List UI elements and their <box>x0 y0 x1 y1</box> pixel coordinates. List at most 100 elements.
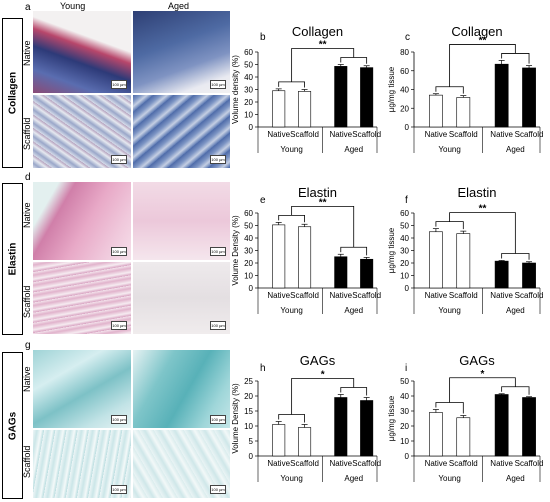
y-tick-label: 40 <box>244 73 253 82</box>
y-tick-label: 0 <box>249 123 254 132</box>
chart-title: Collagen <box>451 24 502 39</box>
y-tick-label: 20 <box>244 392 253 401</box>
bar <box>522 262 536 289</box>
elastin-aged-scaffold-micrograph: 100 µm <box>133 262 230 334</box>
y-tick-label: 0 <box>405 452 410 461</box>
x-tick-label: Scaffold <box>352 459 381 468</box>
y-axis-label: Volume Density (%) <box>231 383 240 454</box>
y-tick-label: 50 <box>400 377 409 386</box>
y-tick-label: 5 <box>249 437 254 446</box>
panel-letter-a: a <box>25 2 31 13</box>
chart-title: GAGs <box>459 353 495 368</box>
gags-young-scaffold-micrograph: 100 µm <box>33 430 131 498</box>
group-bracket <box>435 402 464 414</box>
bar <box>272 224 286 289</box>
scale-bar: 100 µm <box>210 155 226 164</box>
group-label: Young <box>280 474 302 483</box>
panel-letter-e: e <box>260 195 266 206</box>
group-label: Young <box>438 145 460 154</box>
y-tick-label: 20 <box>244 98 253 107</box>
x-tick-label: Scaffold <box>290 459 319 468</box>
bar <box>334 66 348 128</box>
section-label-collagen: Collagen <box>2 18 23 168</box>
bar <box>522 67 536 128</box>
bar <box>360 400 374 457</box>
y-tick-label: 20 <box>400 104 409 113</box>
collagen-young-scaffold-micrograph: 100 µm <box>33 95 131 168</box>
y-tick-label: 0 <box>249 284 254 293</box>
y-tick-label: 60 <box>400 209 409 218</box>
y-tick-label: 20 <box>244 259 253 268</box>
significance-marker: * <box>321 370 325 381</box>
panel-letter-d: d <box>25 172 31 183</box>
y-tick-label: 10 <box>400 437 409 446</box>
significance-bracket <box>449 44 516 87</box>
bar <box>360 258 374 289</box>
bar <box>494 63 509 128</box>
panel-letter-f: f <box>405 195 408 206</box>
gags-aged-native-micrograph: 100 µm <box>133 350 230 428</box>
scale-bar: 100 µm <box>210 80 226 89</box>
group-label: Aged <box>344 145 363 154</box>
group-bracket <box>435 221 464 230</box>
collagen-aged-native-micrograph: 100 µm <box>133 11 230 93</box>
y-axis-label: µg/mg tissue <box>387 66 396 112</box>
y-tick-label: 20 <box>400 259 409 268</box>
scale-bar: 100 µm <box>210 247 226 256</box>
y-tick-label: 0 <box>405 284 410 293</box>
y-tick-label: 30 <box>244 86 253 95</box>
x-tick-label: Scaffold <box>449 291 478 300</box>
group-label: Young <box>280 306 302 315</box>
x-tick-label: Scaffold <box>352 130 381 139</box>
scale-bar: 100 µm <box>210 415 226 424</box>
y-tick-label: 15 <box>244 407 253 416</box>
panel-letter-g: g <box>25 340 31 351</box>
y-tick-label: 40 <box>244 234 253 243</box>
y-tick-label: 20 <box>400 422 409 431</box>
gags-aged-scaffold-micrograph: 100 µm <box>133 430 230 498</box>
scale-bar: 100 µm <box>111 485 127 494</box>
bar <box>429 231 443 289</box>
significance-bracket <box>291 48 355 82</box>
collagen-young-native-micrograph: 100 µm <box>33 11 131 93</box>
group-bracket <box>501 53 530 64</box>
x-tick-label: Scaffold <box>449 130 478 139</box>
y-tick-label: 60 <box>244 209 253 218</box>
y-tick-label: 30 <box>244 247 253 256</box>
panel-letter-h: h <box>260 363 266 374</box>
column-header-young: Young <box>60 1 86 11</box>
group-label: Young <box>280 145 302 154</box>
x-tick-label: Native <box>490 459 513 468</box>
bar <box>334 256 348 289</box>
y-tick-label: 60 <box>244 48 253 57</box>
significance-bracket <box>291 205 355 248</box>
collagen-aged-scaffold-micrograph: 100 µm <box>133 95 230 168</box>
bar <box>429 94 443 128</box>
chart-title: GAGs <box>300 353 336 368</box>
y-tick-label: 25 <box>244 377 253 386</box>
x-tick-label: Native <box>425 459 448 468</box>
panel-letter-i: i <box>405 363 407 374</box>
group-label: Aged <box>506 306 525 315</box>
y-tick-label: 30 <box>400 247 409 256</box>
x-tick-label: Native <box>267 130 290 139</box>
significance-marker: ** <box>319 40 327 51</box>
group-bracket <box>340 57 368 64</box>
y-tick-label: 10 <box>244 422 253 431</box>
panel-letter-c: c <box>405 32 410 43</box>
scale-bar: 100 µm <box>210 321 226 330</box>
y-tick-label: 50 <box>244 222 253 231</box>
x-tick-label: Native <box>329 291 352 300</box>
group-bracket <box>278 214 305 223</box>
bar <box>456 97 471 128</box>
x-tick-label: Native <box>490 130 513 139</box>
group-bracket <box>501 386 530 395</box>
group-label: Young <box>438 474 460 483</box>
y-axis-label: µg/mg tissue <box>387 395 396 441</box>
bar <box>298 91 312 128</box>
y-tick-label: 10 <box>244 272 253 281</box>
bar <box>360 67 374 128</box>
group-bracket <box>278 81 305 88</box>
bar <box>456 233 471 289</box>
elastin-aged-native-micrograph: 100 µm <box>133 182 230 260</box>
